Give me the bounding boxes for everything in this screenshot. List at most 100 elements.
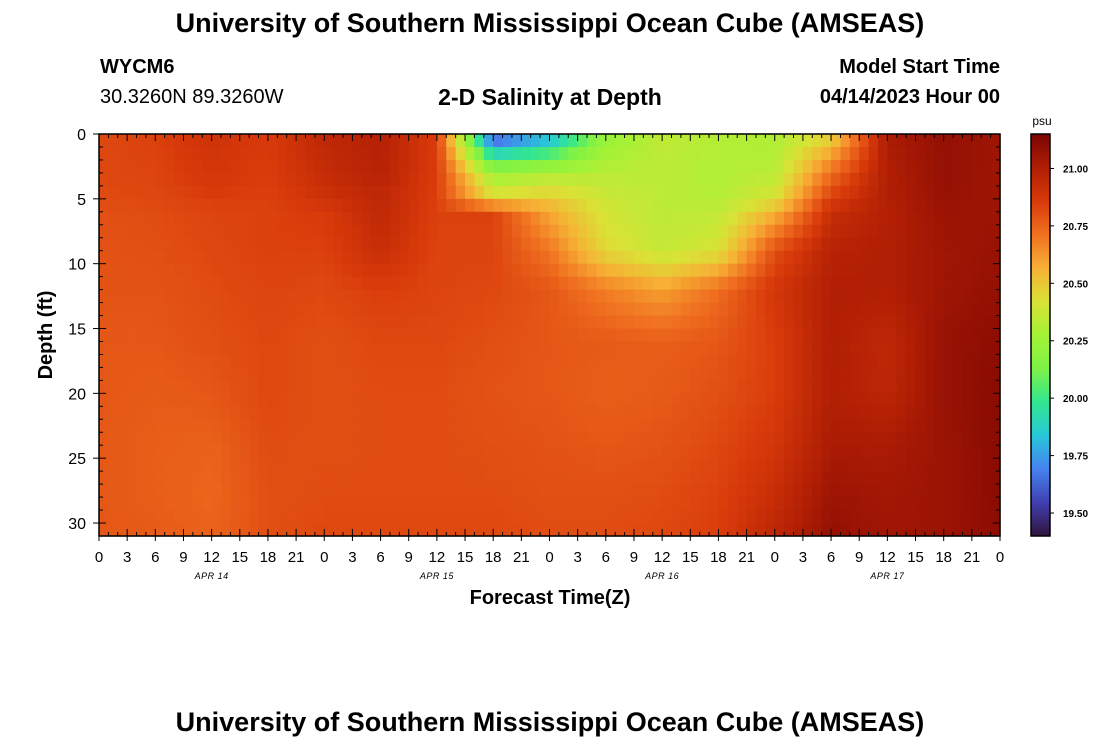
heatmap-cell: [277, 315, 288, 330]
heatmap-cell: [136, 432, 147, 446]
heatmap-cell: [709, 445, 720, 459]
heatmap-cell: [887, 172, 898, 187]
heatmap-cell: [249, 224, 260, 239]
heatmap-cell: [249, 341, 260, 356]
heatmap-cell: [371, 315, 382, 330]
heatmap-cell: [877, 302, 888, 317]
heatmap-cell: [455, 393, 466, 407]
heatmap-cell: [493, 341, 504, 356]
heatmap-cell: [633, 224, 644, 239]
heatmap-cell: [493, 458, 504, 472]
heatmap-cell: [821, 523, 832, 537]
heatmap-cell: [305, 393, 316, 407]
heatmap-cell: [483, 393, 494, 407]
heatmap-cell: [305, 172, 316, 187]
heatmap-cell: [427, 315, 438, 330]
heatmap-cell: [202, 263, 213, 278]
heatmap-cell: [558, 302, 569, 317]
heatmap-cell: [455, 289, 466, 304]
heatmap-cell: [671, 419, 682, 433]
heatmap-cell: [324, 393, 335, 407]
heatmap-cell: [221, 146, 231, 161]
heatmap-cell: [906, 341, 917, 356]
heatmap-cell: [596, 484, 607, 498]
heatmap-cell: [896, 172, 907, 187]
heatmap-cell: [502, 172, 513, 187]
heatmap-cell: [540, 328, 551, 343]
heatmap-cell: [971, 510, 982, 524]
heatmap-cell: [333, 341, 344, 356]
heatmap-cell: [633, 289, 644, 304]
heatmap-cell: [981, 263, 992, 278]
heatmap-cell: [371, 523, 382, 537]
heatmap-cell: [483, 458, 494, 472]
heatmap-cell: [558, 250, 569, 265]
heatmap-cell: [587, 367, 598, 381]
heatmap-cell: [483, 523, 494, 537]
heatmap-cell: [587, 134, 598, 148]
heatmap-cell: [258, 406, 269, 420]
heatmap-cell: [483, 445, 494, 459]
heatmap-cell: [230, 393, 241, 407]
heatmap-cell: [577, 276, 588, 291]
heatmap-cell: [774, 302, 785, 317]
heatmap-cell: [596, 198, 607, 213]
heatmap-cell: [981, 172, 992, 187]
heatmap-cell: [502, 523, 513, 537]
heatmap-cell: [399, 211, 410, 226]
heatmap-cell: [990, 419, 1001, 433]
heatmap-cell: [896, 211, 907, 226]
heatmap-cell: [868, 445, 879, 459]
heatmap-cell: [530, 458, 541, 472]
heatmap-cell: [981, 198, 992, 213]
heatmap-cell: [981, 510, 992, 524]
heatmap-cell: [267, 328, 278, 343]
heatmap-cell: [821, 354, 832, 369]
heatmap-cell: [164, 263, 175, 278]
heatmap-cell: [230, 497, 241, 511]
heatmap-cell: [427, 211, 438, 226]
heatmap-cell: [596, 276, 607, 291]
heatmap-cell: [605, 276, 616, 291]
heatmap-cell: [540, 367, 551, 381]
heatmap-cell: [408, 432, 419, 446]
heatmap-cell: [831, 211, 842, 226]
heatmap-cell: [540, 471, 551, 485]
heatmap-cell: [849, 211, 860, 226]
heatmap-cell: [136, 159, 147, 174]
heatmap-cell: [333, 315, 344, 330]
heatmap-cell: [746, 211, 757, 226]
heatmap-cell: [521, 289, 532, 304]
heatmap-cell: [615, 367, 626, 381]
heatmap-cell: [859, 445, 870, 459]
heatmap-cell: [877, 315, 888, 330]
heatmap-cell: [164, 367, 175, 381]
heatmap-cell: [183, 406, 194, 420]
heatmap-cell: [446, 523, 457, 537]
heatmap-cell: [821, 159, 832, 174]
heatmap-cell: [755, 224, 766, 239]
heatmap-cell: [652, 263, 663, 278]
heatmap-cell: [793, 328, 804, 343]
heatmap-cell: [915, 302, 926, 317]
heatmap-cell: [371, 276, 382, 291]
x-tick-label: 21: [513, 549, 530, 566]
heatmap-cell: [155, 302, 166, 317]
heatmap-cell: [568, 432, 579, 446]
heatmap-cell: [511, 185, 522, 200]
heatmap-cell: [793, 289, 804, 304]
heatmap-cell: [446, 289, 457, 304]
heatmap-cell: [793, 315, 804, 330]
heatmap-cell: [633, 134, 644, 148]
heatmap-cell: [605, 302, 616, 317]
heatmap-cell: [596, 224, 607, 239]
heatmap-cell: [615, 523, 626, 537]
heatmap-cell: [877, 276, 888, 291]
heatmap-cell: [652, 341, 663, 356]
heatmap-cell: [953, 458, 964, 472]
heatmap-cell: [605, 523, 616, 537]
heatmap-cell: [389, 458, 400, 472]
heatmap-cell: [699, 406, 710, 420]
heatmap-cell: [352, 302, 363, 317]
heatmap-cell: [812, 276, 823, 291]
